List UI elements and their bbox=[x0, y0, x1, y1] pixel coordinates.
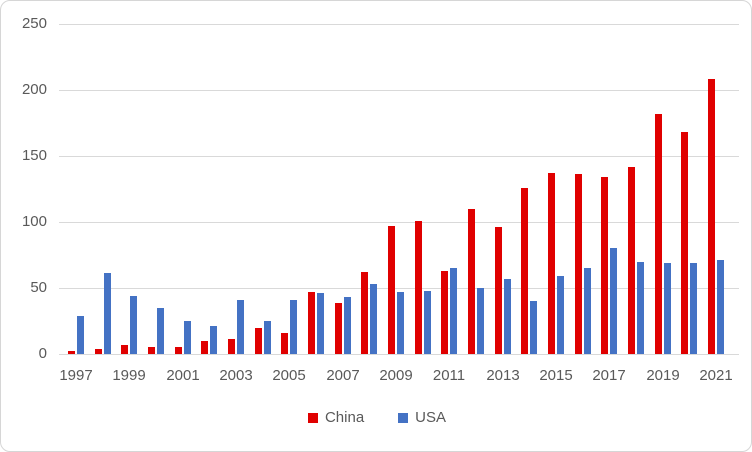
gridline-y-100 bbox=[59, 222, 739, 223]
bar-china-2016 bbox=[575, 174, 582, 354]
bar-china-2017 bbox=[601, 177, 608, 354]
bar-china-2008 bbox=[361, 272, 368, 354]
x-axis-tick-label: 2003 bbox=[219, 367, 253, 384]
legend-label: China bbox=[324, 409, 365, 426]
x-axis-tick-label: 2007 bbox=[326, 367, 360, 384]
bar-china-2005 bbox=[281, 333, 288, 354]
bar-usa-2021 bbox=[717, 260, 724, 354]
y-axis-tick-label: 100 bbox=[21, 213, 47, 230]
gridline-y-200 bbox=[59, 90, 739, 91]
y-axis-tick-label: 150 bbox=[21, 147, 47, 164]
bar-china-2006 bbox=[308, 292, 315, 354]
gridline-y-0 bbox=[59, 354, 739, 355]
bar-usa-2014 bbox=[530, 301, 537, 354]
bar-usa-2009 bbox=[397, 292, 404, 354]
bar-usa-2019 bbox=[664, 263, 671, 354]
bar-usa-2002 bbox=[210, 326, 217, 354]
bar-usa-2007 bbox=[344, 297, 351, 354]
gridline-y-150 bbox=[59, 156, 739, 157]
bar-china-1998 bbox=[95, 349, 102, 354]
bar-china-2012 bbox=[468, 209, 475, 354]
bar-usa-1999 bbox=[130, 296, 137, 354]
bar-usa-2016 bbox=[584, 268, 591, 354]
bar-china-2018 bbox=[628, 167, 635, 354]
bar-usa-2020 bbox=[690, 263, 697, 354]
legend-swatch-icon bbox=[398, 412, 409, 423]
x-axis-tick-label: 1997 bbox=[59, 367, 93, 384]
bar-usa-2001 bbox=[184, 321, 191, 354]
bar-usa-2012 bbox=[477, 288, 484, 354]
bar-usa-2010 bbox=[424, 291, 431, 354]
gridline-y-250 bbox=[59, 24, 739, 25]
x-axis-tick-label: 2019 bbox=[646, 367, 680, 384]
x-axis-tick-label: 2011 bbox=[432, 367, 466, 384]
bar-china-1999 bbox=[121, 345, 128, 354]
bar-china-2001 bbox=[175, 347, 182, 354]
bar-usa-2000 bbox=[157, 308, 164, 354]
y-axis-tick-label: 0 bbox=[38, 345, 47, 362]
bar-china-2007 bbox=[335, 303, 342, 354]
x-axis-tick-label: 2009 bbox=[379, 367, 413, 384]
bar-china-2015 bbox=[548, 173, 555, 354]
bar-usa-2015 bbox=[557, 276, 564, 354]
bar-china-2014 bbox=[521, 188, 528, 354]
legend-swatch-icon bbox=[307, 412, 318, 423]
y-axis-tick-label: 50 bbox=[30, 279, 47, 296]
legend-item-china: China bbox=[307, 409, 365, 426]
bar-china-2004 bbox=[255, 328, 262, 354]
bar-china-2000 bbox=[148, 347, 155, 354]
bar-usa-1998 bbox=[104, 273, 111, 354]
bar-usa-2004 bbox=[264, 321, 271, 354]
bar-china-1997 bbox=[68, 351, 75, 354]
bar-usa-2003 bbox=[237, 300, 244, 354]
x-axis-tick-label: 2005 bbox=[272, 367, 306, 384]
y-axis-tick-label: 250 bbox=[21, 15, 47, 32]
bar-usa-2018 bbox=[637, 262, 644, 354]
legend-label: USA bbox=[415, 409, 447, 426]
bar-china-2013 bbox=[495, 227, 502, 354]
bar-china-2003 bbox=[228, 339, 235, 354]
legend-item-usa: USA bbox=[398, 409, 446, 426]
bar-china-2021 bbox=[708, 79, 715, 354]
bar-usa-2013 bbox=[504, 279, 511, 354]
bar-usa-1997 bbox=[77, 316, 84, 354]
bar-china-2019 bbox=[655, 114, 662, 354]
bar-china-2002 bbox=[201, 341, 208, 354]
gridline-y-50 bbox=[59, 288, 739, 289]
x-axis-tick-label: 2013 bbox=[486, 367, 520, 384]
x-axis-tick-label: 2017 bbox=[592, 367, 626, 384]
bar-china-2010 bbox=[415, 221, 422, 354]
bar-usa-2008 bbox=[370, 284, 377, 354]
bar-usa-2017 bbox=[610, 248, 617, 354]
legend: China USA bbox=[1, 409, 751, 426]
x-axis-tick-label: 2015 bbox=[539, 367, 573, 384]
x-axis-tick-label: 2001 bbox=[166, 367, 200, 384]
bar-china-2009 bbox=[388, 226, 395, 354]
bar-usa-2005 bbox=[290, 300, 297, 354]
bar-usa-2011 bbox=[450, 268, 457, 354]
bar-china-2020 bbox=[681, 132, 688, 354]
bar-usa-2006 bbox=[317, 293, 324, 354]
bar-china-2011 bbox=[441, 271, 448, 354]
x-axis-tick-label: 1999 bbox=[112, 367, 146, 384]
x-axis-tick-label: 2021 bbox=[699, 367, 733, 384]
y-axis-tick-label: 200 bbox=[21, 81, 47, 98]
